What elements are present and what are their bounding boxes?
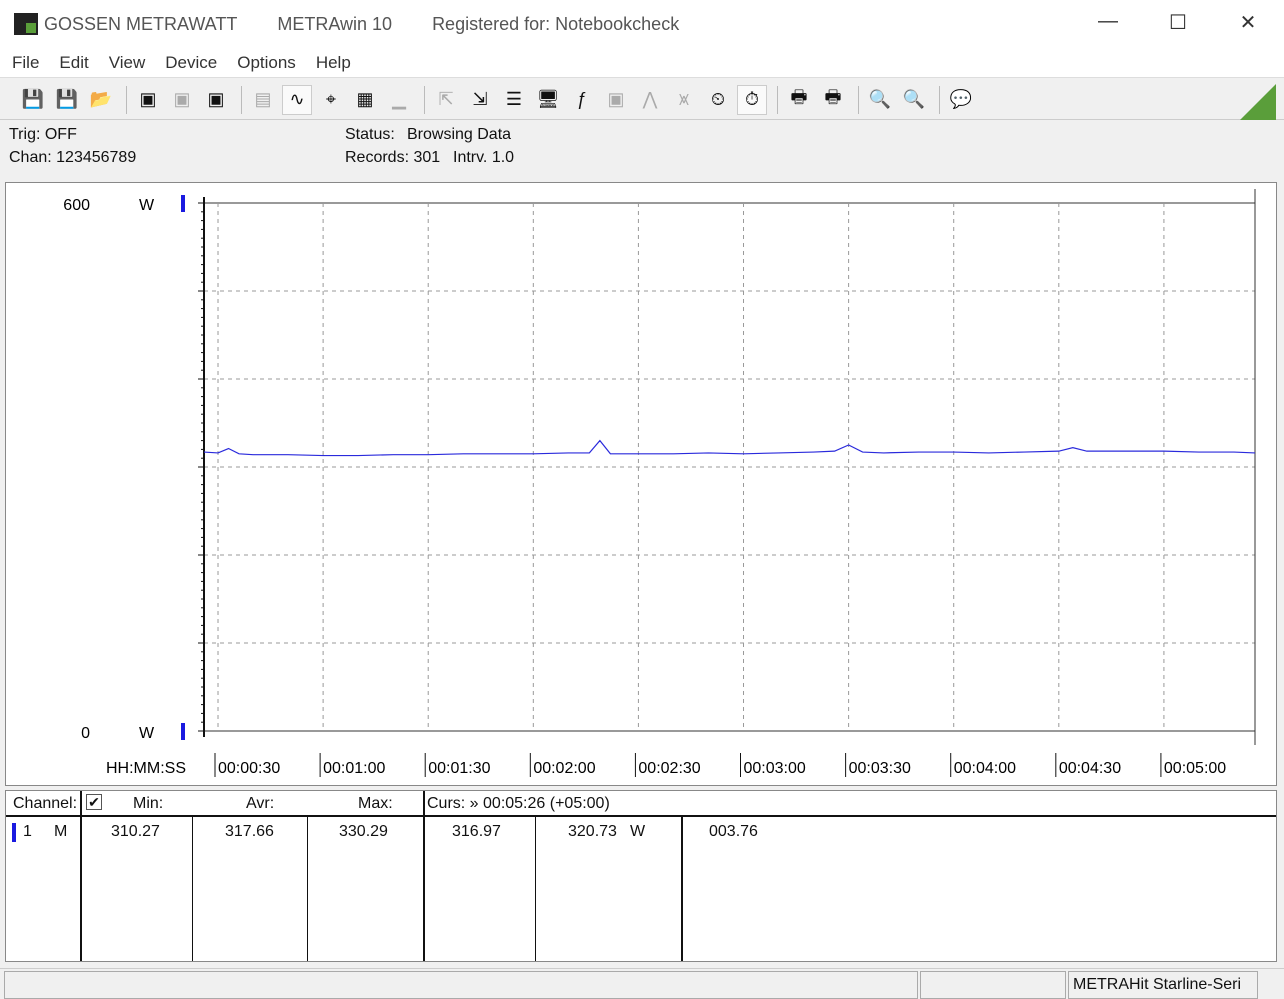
cursor-unit: W (630, 823, 646, 840)
app-name: METRAwin 10 (277, 13, 393, 34)
channel-list: Chan: 123456789 (9, 149, 137, 166)
cursor-value-1: 316.97 (452, 823, 501, 840)
x-tick-label: 00:04:00 (954, 760, 1016, 777)
toolbar-separator (777, 85, 778, 114)
bar-view-icon[interactable]: ▁ (392, 89, 406, 109)
save-export-icon[interactable]: 💾 (21, 89, 45, 109)
status-label: Status: (345, 126, 395, 143)
status-value: Browsing Data (407, 126, 512, 143)
chart-area[interactable]: 600 0 W W HH:MM:SS 00:00:30 00:01:00 00:01:30 00… (5, 182, 1277, 786)
menu-file[interactable]: File (12, 52, 40, 72)
maximize-button[interactable]: ☐ (1169, 12, 1187, 34)
list-settings-icon[interactable]: ☰ (505, 89, 523, 109)
print-icon[interactable]: 🖶 (824, 86, 842, 107)
channel-mode: M (54, 823, 68, 840)
device-name: METRAHit Starline-Seri (1068, 971, 1258, 999)
toolbar-separator (424, 85, 425, 114)
y-marker-bottom (181, 723, 185, 740)
y-tick-label: 0 (81, 725, 90, 742)
crosshair-icon[interactable]: ⌖ (325, 89, 337, 109)
power-chart: 600 0 W W HH:MM:SS 00:00:30 00:01:00 00:01:30 00… (63, 189, 1256, 777)
minimize-button[interactable]: — (1098, 10, 1118, 32)
toolbar-separator (939, 85, 940, 114)
records-count: Records: 301 (345, 149, 441, 166)
x-tick-label: 00:04:30 (1059, 760, 1121, 777)
menu-edit[interactable]: Edit (59, 52, 89, 72)
x-tick-label: 00:02:30 (638, 760, 700, 777)
open-folder-icon[interactable]: 📂 (89, 89, 113, 109)
min-header: Min: (133, 795, 164, 812)
toolbar: 💾 💾 📂 ▣ ▣ ▣ ▤ ∿ ⌖ ▦ ▁ ⇱ ⇲ ☰ 🖥 ƒ ▣ ⋀ ⩙ ⏲ ⏱ 🖶 🖶 🔍 🔍 💬 (0, 80, 1284, 120)
y-unit-label: W (139, 197, 155, 214)
cursor-value-3: 003.76 (709, 823, 758, 840)
status-pane-2 (920, 971, 1066, 999)
app-logo-icon (14, 13, 38, 35)
zoom-in-icon[interactable]: 🔍 (868, 89, 892, 109)
trigger-status: Trig: OFF (9, 126, 77, 143)
y-unit-label: W (139, 725, 155, 742)
x-tick-label: 00:00:30 (218, 760, 280, 777)
max-header: Max: (358, 795, 393, 812)
toolbar-separator (241, 85, 242, 114)
clock-settings-icon[interactable]: ⏲ (710, 89, 726, 109)
interval-value: Intrv. 1.0 (453, 149, 515, 166)
info-panel: Trig: OFF Chan: 123456789 Status: Browsi… (0, 124, 1284, 180)
min-value: 310.27 (111, 823, 160, 840)
menu-options[interactable]: Options (237, 52, 296, 72)
max-value: 330.29 (339, 823, 388, 840)
device-read-icon[interactable]: ▣ (139, 89, 157, 109)
menu-bar: File Edit View Device Options Help (0, 48, 1284, 78)
transfer-out-icon[interactable]: ⇱ (438, 89, 454, 109)
table-view-icon[interactable]: ▦ (356, 89, 374, 109)
function-icon[interactable]: ƒ (576, 89, 587, 109)
zoom-out-icon[interactable]: 🔍 (902, 89, 926, 109)
channel-checkbox[interactable]: ✔ (86, 794, 102, 810)
x-tick-label: 00:05:00 (1164, 760, 1226, 777)
menu-help[interactable]: Help (315, 52, 351, 72)
cursor-header: Curs: » 00:05:26 (+05:00) (427, 795, 610, 812)
x-tick-label: 00:01:30 (428, 760, 490, 777)
transfer-in-icon[interactable]: ⇲ (472, 89, 488, 109)
x-axis-label: HH:MM:SS (106, 760, 186, 777)
title-bar: GOSSEN METRAWATT METRAwin 10 Registered … (0, 0, 1284, 48)
channel-header: Channel: (13, 795, 78, 812)
meter-icon[interactable]: ▣ (607, 89, 625, 109)
memory-read-icon[interactable]: ▣ (207, 89, 225, 109)
x-tick-label: 00:03:00 (744, 760, 806, 777)
save-import-icon[interactable]: 💾 (55, 89, 79, 109)
pulse-icon[interactable]: ⩙ (678, 89, 690, 109)
comment-icon[interactable]: 💬 (949, 89, 973, 109)
toolbar-separator (126, 85, 127, 114)
print-chart-icon[interactable]: 🖶 (790, 86, 808, 107)
device-disabled-icon[interactable]: ▣ (173, 89, 191, 109)
power-series-line (203, 439, 1256, 457)
cursor-value-2: 320.73 (568, 823, 617, 840)
x-tick-label: 00:02:00 (533, 760, 595, 777)
resize-corner-icon (1240, 84, 1276, 120)
registered-text: Registered for: Notebookcheck (432, 13, 680, 34)
channel-number: 1 (23, 823, 32, 840)
monitor-icon[interactable]: 🖥 (536, 89, 560, 109)
avr-value: 317.66 (225, 823, 274, 840)
close-button[interactable]: ✕ (1239, 12, 1257, 34)
status-pane-1 (4, 971, 918, 999)
waveform-view-icon[interactable]: ∿ (282, 84, 312, 115)
menu-view[interactable]: View (108, 52, 146, 72)
channel-table: Channel: ✔ Min: Avr: Max: Curs: » 00:05:… (5, 790, 1277, 962)
status-bar: METRAHit Starline-Seri (0, 968, 1284, 999)
avr-header: Avr: (246, 795, 275, 812)
brand-name: GOSSEN METRAWATT (44, 13, 238, 34)
toolbar-separator (858, 85, 859, 114)
y-marker-top (181, 195, 185, 212)
channel-color-marker (12, 823, 16, 842)
y-tick-label: 600 (63, 197, 90, 214)
signal-icon[interactable]: ⋀ (642, 89, 658, 109)
x-tick-label: 00:03:30 (849, 760, 911, 777)
stopwatch-icon[interactable]: ⏱ (737, 84, 767, 115)
x-tick-label: 00:01:00 (323, 760, 385, 777)
digital-display-icon[interactable]: ▤ (254, 89, 272, 109)
menu-device[interactable]: Device (165, 52, 218, 72)
